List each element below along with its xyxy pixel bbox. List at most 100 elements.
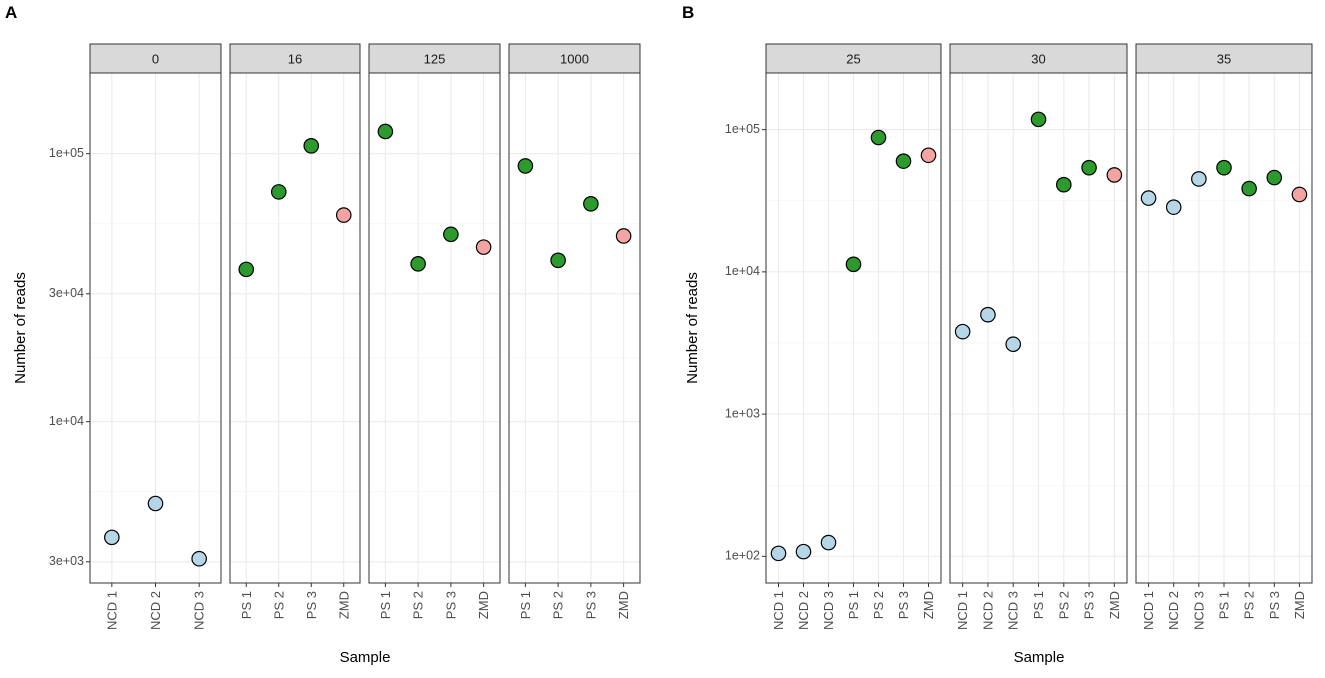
panel-b-facet-2-point-4 xyxy=(1241,180,1257,197)
panel-a-facet-2-panel xyxy=(368,72,501,584)
panel-b-x-axis-title: Sample xyxy=(1014,649,1065,666)
panel-b-facet-0-strip-label: 25 xyxy=(846,52,860,67)
panel-a-x-axis-title: Sample xyxy=(340,649,391,666)
panel-b-facet-1-xtick-label-2: NCD 3 xyxy=(1006,591,1021,630)
panel-b-facet-2-point-1 xyxy=(1165,199,1182,215)
panel-a-facet-3-strip xyxy=(508,43,641,74)
panel-a-facet-1-point-1 xyxy=(270,184,287,200)
panel-a-facet-1-xtick-label-3: ZMD xyxy=(336,591,351,619)
panel-a-facet-2-point-2 xyxy=(443,226,459,243)
panel-b-facet-1-point-1 xyxy=(980,306,996,323)
panel-b-facet-2-point-2 xyxy=(1191,171,1207,187)
panel-a-facet-1-xtick-label-0: PS 1 xyxy=(239,591,254,619)
panel-a-facet-3-point-3 xyxy=(615,228,632,244)
panel-a-y-axis-title: Number of reads xyxy=(12,272,29,384)
panel-b-facet-2-strip xyxy=(1135,43,1313,74)
panel-b-facet-0-xtick-label-1: NCD 2 xyxy=(796,591,811,630)
panel-b-facet-0-point-0 xyxy=(770,545,787,562)
panel-b-facet-0-point-5 xyxy=(895,153,912,169)
panel-a-facet-1-strip xyxy=(229,43,361,74)
panel-a-facet-3-border xyxy=(508,72,641,584)
panel-b-facet-2-strip-label: 35 xyxy=(1217,52,1231,67)
panel-a-facet-1-point-0 xyxy=(238,261,255,278)
panel-b-facet-1-point-0 xyxy=(954,323,971,340)
panel-a-facet-2-border xyxy=(368,72,501,584)
panel-letter-b: B xyxy=(682,3,694,22)
panel-a-facet-2-xtick-label-0: PS 1 xyxy=(378,591,393,619)
panel-b-facet-0-xtick-label-2: NCD 3 xyxy=(821,591,836,630)
panel-a-facet-2-strip xyxy=(368,43,501,74)
panel-a-facet-3-xtick-label-0: PS 1 xyxy=(518,591,533,619)
panel-b-facet-1-point-6 xyxy=(1106,167,1123,183)
panel-a-facet-2-strip-label: 125 xyxy=(424,52,446,67)
panel-a-facet-1-xtick-label-2: PS 3 xyxy=(304,591,319,619)
panel-b-ytick-label-3: 1e+05 xyxy=(725,122,760,136)
panel-a-facet-1-panel xyxy=(229,72,361,584)
panel-a-facet-2-xtick-label-3: ZMD xyxy=(476,591,491,619)
panel-b-facet-1-point-4 xyxy=(1055,176,1072,193)
panel-a-facet-1-xtick-label-1: PS 2 xyxy=(271,591,286,619)
panel-b-facet-0-xtick-label-5: PS 3 xyxy=(896,591,911,619)
panel-b-facet-0-xtick-label-0: NCD 1 xyxy=(771,591,786,630)
panel-b-facet-1-xtick-label-4: PS 2 xyxy=(1056,591,1071,619)
panel-a-facet-3-point-2 xyxy=(583,196,599,212)
panel-b-facet-2-xtick-label-5: PS 3 xyxy=(1267,591,1282,619)
panel-a-facet-0-strip xyxy=(89,43,222,74)
panel-a-ytick-label-1: 1e+04 xyxy=(49,414,84,428)
panel-b-facet-0-xtick-label-6: ZMD xyxy=(921,591,936,619)
panel-b-facet-1-xtick-label-1: NCD 2 xyxy=(980,591,995,630)
panel-b-facet-0-point-6 xyxy=(920,147,937,164)
panel-b-facet-0-point-2 xyxy=(820,534,837,551)
panel-a-facet-3-xtick-label-2: PS 3 xyxy=(583,591,598,619)
panel-b-facet-0-xtick-label-3: PS 1 xyxy=(846,591,861,619)
panel-b-facet-2-point-5 xyxy=(1266,169,1283,186)
panel-b-facet-2-xtick-label-4: PS 2 xyxy=(1242,591,1257,619)
panel-b-facet-0-point-4 xyxy=(870,129,887,146)
panel-a-facet-0-xtick-label-0: NCD 1 xyxy=(104,591,119,630)
panel-a-facet-1-border xyxy=(229,72,361,584)
panel-a-facet-3-point-0 xyxy=(517,158,534,174)
panel-a-facet-3-panel xyxy=(508,72,641,584)
panel-a-facet-0-xtick-label-2: NCD 3 xyxy=(192,591,207,630)
panel-a-facet-1-point-2 xyxy=(303,137,320,154)
panel-b-facet-1-point-3 xyxy=(1030,111,1047,128)
panel-a-facet-3-xtick-label-1: PS 2 xyxy=(551,591,566,619)
panel-a-facet-0-strip-label: 0 xyxy=(152,52,159,67)
panel-b-facet-0-point-1 xyxy=(795,543,812,560)
panel-b-ytick-label-2: 1e+04 xyxy=(725,264,760,278)
panel-a-ytick-label-2: 3e+04 xyxy=(49,286,84,300)
panel-a-facet-0-point-0 xyxy=(104,529,120,546)
panel-a-facet-2-point-3 xyxy=(475,239,492,255)
panel-b-facet-2-point-0 xyxy=(1140,190,1157,206)
panel-b-facet-0-xtick-label-4: PS 2 xyxy=(871,591,886,619)
panel-a-facet-0-xtick-label-1: NCD 2 xyxy=(148,591,163,630)
panel-a-ytick-label-3: 1e+05 xyxy=(49,146,84,160)
panel-a-facet-0-point-2 xyxy=(191,550,207,567)
panel-b-ytick-label-0: 1e+02 xyxy=(725,549,760,563)
panel-b-facet-2-point-6 xyxy=(1291,186,1308,203)
panel-b-facet-1-xtick-label-6: ZMD xyxy=(1107,591,1122,619)
panel-a-facet-1-point-3 xyxy=(335,207,352,223)
panel-b-facet-2-xtick-label-3: PS 1 xyxy=(1217,591,1232,619)
panel-b-facet-1-point-2 xyxy=(1005,336,1022,353)
panel-a-facet-2-xtick-label-2: PS 3 xyxy=(443,591,458,619)
panel-b-facet-1-xtick-label-0: NCD 1 xyxy=(955,591,970,630)
panel-b-facet-1-xtick-label-3: PS 1 xyxy=(1031,591,1046,619)
panel-a-facet-3-point-1 xyxy=(550,252,566,269)
panel-a-facet-2-point-0 xyxy=(377,123,394,140)
panel-b-facet-2-xtick-label-1: NCD 2 xyxy=(1166,591,1181,630)
panel-b-facet-1-strip xyxy=(949,43,1128,74)
panel-b-facet-0-strip xyxy=(765,43,942,74)
panel-a-facet-2-xtick-label-1: PS 2 xyxy=(411,591,426,619)
panel-b-facet-1-strip-label: 30 xyxy=(1031,52,1045,67)
panel-a-facet-0-point-1 xyxy=(147,495,164,512)
panel-a-facet-2-point-1 xyxy=(410,256,426,272)
panel-b-ytick-label-1: 1e+03 xyxy=(725,406,760,420)
panel-b-facet-2-point-3 xyxy=(1216,159,1232,176)
panel-b-facet-1-xtick-label-5: PS 3 xyxy=(1082,591,1097,619)
panel-b-facet-2-xtick-label-2: NCD 3 xyxy=(1191,591,1206,630)
panel-b-facet-0-point-3 xyxy=(845,256,862,273)
panel-a-facet-3-strip-label: 1000 xyxy=(560,52,589,67)
panel-b-facet-1-point-5 xyxy=(1081,159,1097,176)
